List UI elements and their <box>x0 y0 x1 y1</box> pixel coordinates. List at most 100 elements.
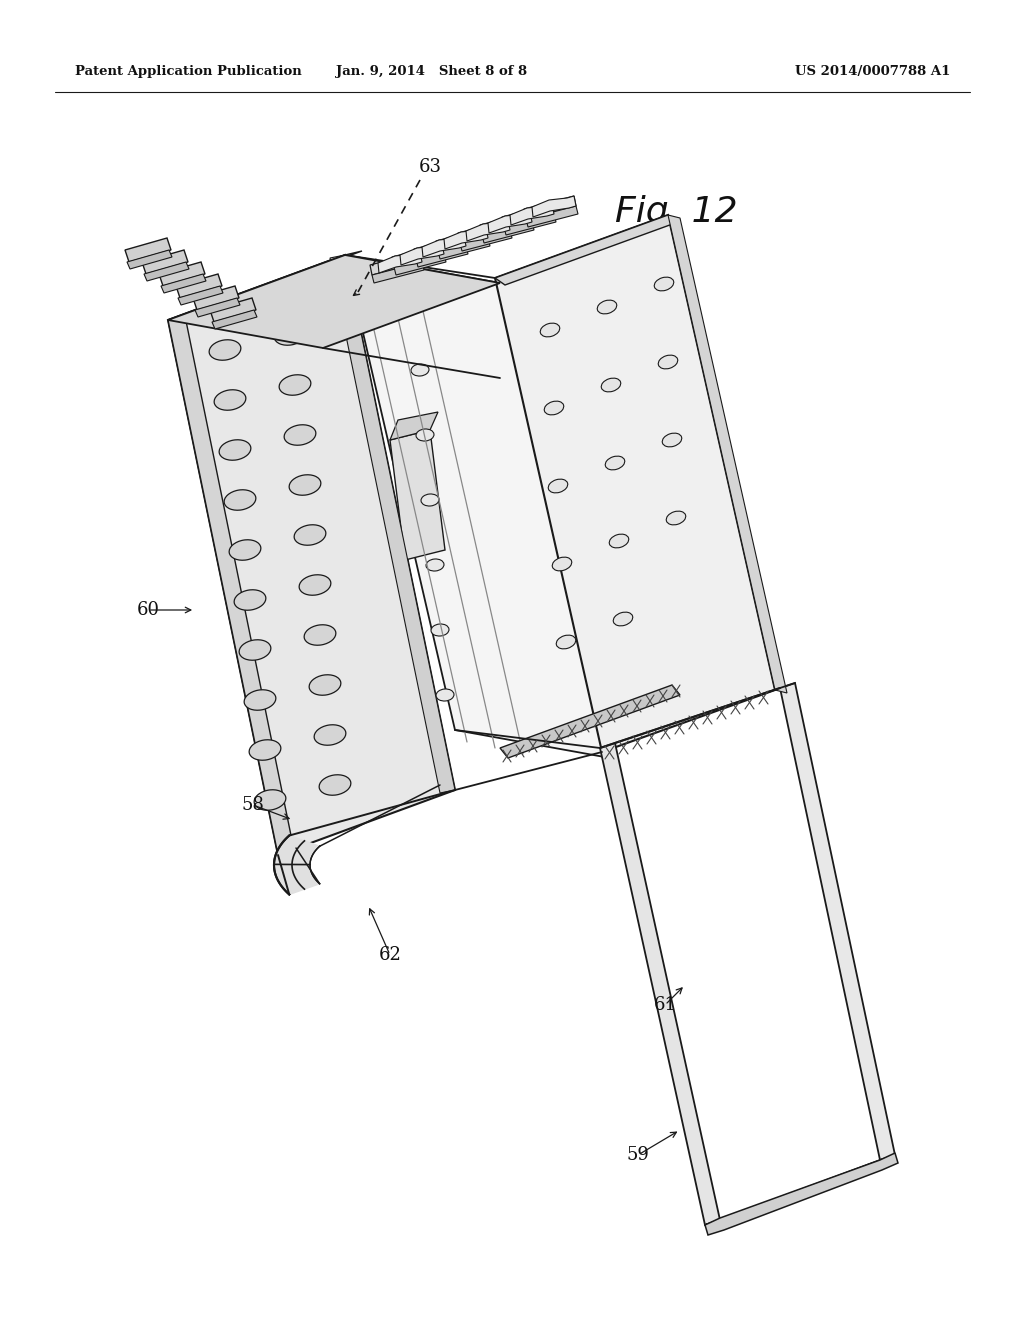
Polygon shape <box>400 244 444 265</box>
Polygon shape <box>394 253 446 275</box>
Ellipse shape <box>667 511 686 525</box>
Text: Jan. 9, 2014   Sheet 8 of 8: Jan. 9, 2014 Sheet 8 of 8 <box>337 65 527 78</box>
Polygon shape <box>390 412 438 440</box>
Ellipse shape <box>436 689 454 701</box>
Polygon shape <box>168 255 500 348</box>
Ellipse shape <box>294 525 326 545</box>
Ellipse shape <box>601 378 621 392</box>
Polygon shape <box>378 252 422 273</box>
Ellipse shape <box>556 635 575 649</box>
Ellipse shape <box>654 277 674 290</box>
Ellipse shape <box>209 339 241 360</box>
Ellipse shape <box>609 535 629 548</box>
Polygon shape <box>370 252 422 275</box>
Text: 60: 60 <box>136 601 160 619</box>
Polygon shape <box>168 251 362 319</box>
Polygon shape <box>178 286 223 305</box>
Polygon shape <box>524 195 575 219</box>
Ellipse shape <box>411 364 429 376</box>
Ellipse shape <box>249 739 281 760</box>
Polygon shape <box>193 286 239 310</box>
Polygon shape <box>422 236 466 257</box>
Text: 59: 59 <box>627 1146 649 1164</box>
Ellipse shape <box>314 725 346 746</box>
Polygon shape <box>532 195 575 216</box>
Ellipse shape <box>597 300 616 314</box>
Ellipse shape <box>309 675 341 696</box>
Text: 63: 63 <box>419 158 441 176</box>
Polygon shape <box>392 244 444 267</box>
Polygon shape <box>780 682 895 1160</box>
Polygon shape <box>142 249 188 275</box>
Ellipse shape <box>234 590 266 610</box>
Polygon shape <box>482 222 534 243</box>
Ellipse shape <box>299 574 331 595</box>
Ellipse shape <box>254 789 286 810</box>
Polygon shape <box>502 205 554 227</box>
Polygon shape <box>212 310 257 329</box>
Polygon shape <box>495 215 678 285</box>
Polygon shape <box>127 249 172 269</box>
Ellipse shape <box>219 440 251 461</box>
Polygon shape <box>210 298 256 322</box>
Ellipse shape <box>224 490 256 511</box>
Ellipse shape <box>658 355 678 368</box>
Ellipse shape <box>605 457 625 470</box>
Polygon shape <box>510 205 554 224</box>
Ellipse shape <box>416 429 434 441</box>
Polygon shape <box>144 261 189 281</box>
Polygon shape <box>159 261 205 286</box>
Polygon shape <box>414 236 466 259</box>
Polygon shape <box>526 206 578 227</box>
Ellipse shape <box>244 690 275 710</box>
Text: Patent Application Publication: Patent Application Publication <box>75 65 302 78</box>
Polygon shape <box>600 743 720 1225</box>
Ellipse shape <box>284 425 315 445</box>
Polygon shape <box>438 238 490 259</box>
Polygon shape <box>460 230 512 251</box>
Polygon shape <box>168 315 295 855</box>
Polygon shape <box>705 1152 898 1236</box>
Text: US 2014/0007788 A1: US 2014/0007788 A1 <box>795 65 950 78</box>
Polygon shape <box>495 215 775 752</box>
Polygon shape <box>458 220 510 243</box>
Polygon shape <box>372 261 424 282</box>
Polygon shape <box>466 220 510 242</box>
Text: 58: 58 <box>242 796 264 814</box>
Polygon shape <box>345 255 610 758</box>
Text: Fig. 12: Fig. 12 <box>615 195 737 228</box>
Ellipse shape <box>214 389 246 411</box>
Ellipse shape <box>240 640 271 660</box>
Ellipse shape <box>431 624 449 636</box>
Polygon shape <box>488 213 532 234</box>
Polygon shape <box>436 228 488 251</box>
Polygon shape <box>330 255 455 793</box>
Ellipse shape <box>544 401 564 414</box>
Polygon shape <box>125 238 171 261</box>
Ellipse shape <box>552 557 571 570</box>
Polygon shape <box>161 275 206 293</box>
Polygon shape <box>390 430 445 560</box>
Polygon shape <box>274 836 319 895</box>
Ellipse shape <box>613 612 633 626</box>
Polygon shape <box>705 1155 895 1225</box>
Polygon shape <box>480 213 532 235</box>
Ellipse shape <box>548 479 567 492</box>
Polygon shape <box>500 685 680 758</box>
Ellipse shape <box>304 624 336 645</box>
Polygon shape <box>168 255 455 855</box>
Text: 62: 62 <box>379 946 401 964</box>
Polygon shape <box>416 246 468 267</box>
Polygon shape <box>195 298 240 317</box>
Ellipse shape <box>541 323 560 337</box>
Polygon shape <box>444 228 488 249</box>
Ellipse shape <box>421 494 439 506</box>
Polygon shape <box>176 275 222 298</box>
Ellipse shape <box>274 325 306 346</box>
Polygon shape <box>504 214 556 235</box>
Text: 61: 61 <box>653 997 677 1014</box>
Polygon shape <box>668 215 787 693</box>
Ellipse shape <box>229 540 261 560</box>
Ellipse shape <box>289 475 321 495</box>
Ellipse shape <box>426 558 444 572</box>
